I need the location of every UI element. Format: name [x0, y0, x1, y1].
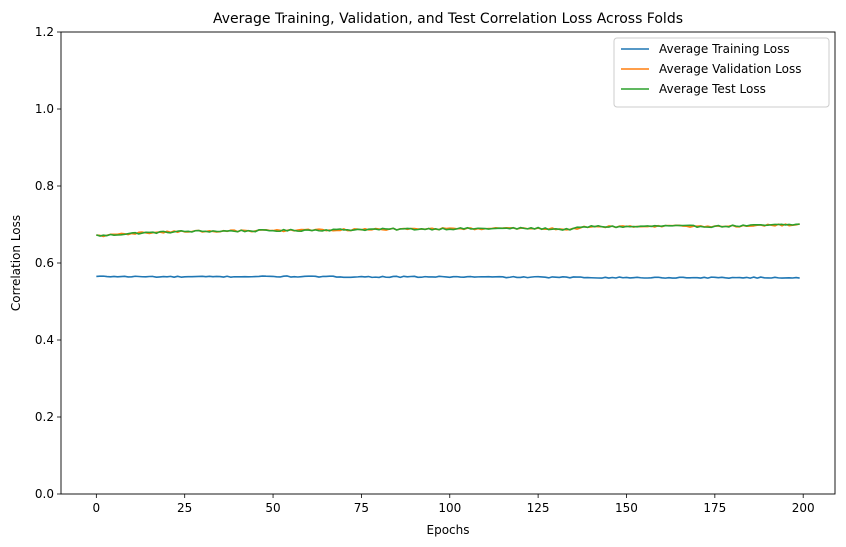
chart-title: Average Training, Validation, and Test C… [213, 11, 683, 27]
y-tick-label: 1.0 [35, 102, 54, 116]
legend-label: Average Test Loss [659, 82, 766, 96]
y-tick-label: 0.4 [35, 333, 54, 347]
legend-label: Average Training Loss [659, 42, 790, 56]
y-axis-label: Correlation Loss [9, 215, 23, 311]
x-tick-label: 75 [354, 501, 369, 515]
x-tick-label: 0 [93, 501, 101, 515]
series-line-average-test-loss [96, 223, 800, 237]
y-tick-label: 1.2 [35, 25, 54, 39]
x-tick-label: 100 [438, 501, 461, 515]
series-layer [96, 223, 800, 279]
x-tick-label: 200 [792, 501, 815, 515]
y-tick-label: 0.8 [35, 179, 54, 193]
plot-frame [60, 31, 836, 495]
y-tick-label: 0.6 [35, 256, 54, 270]
x-tick-label: 175 [703, 501, 726, 515]
x-axis-label: Epochs [427, 523, 470, 537]
x-tick-label: 50 [265, 501, 280, 515]
y-tick-label: 0.0 [35, 487, 54, 501]
x-tick-label: 25 [177, 501, 192, 515]
legend-box [613, 37, 830, 108]
legend: Average Training Loss Average Validation … [613, 37, 830, 108]
x-tick-label: 125 [527, 501, 550, 515]
plot-area [61, 32, 835, 494]
x-tick-label: 150 [615, 501, 638, 515]
legend-label: Average Validation Loss [659, 62, 801, 76]
x-axis-ticks: 0 25 50 75 100 125 150 175 200 [93, 494, 815, 515]
y-tick-label: 0.2 [35, 410, 54, 424]
series-line-average-training-loss [96, 275, 800, 279]
y-axis-ticks: 0.0 0.2 0.4 0.6 0.8 1.0 1.2 [35, 25, 61, 501]
